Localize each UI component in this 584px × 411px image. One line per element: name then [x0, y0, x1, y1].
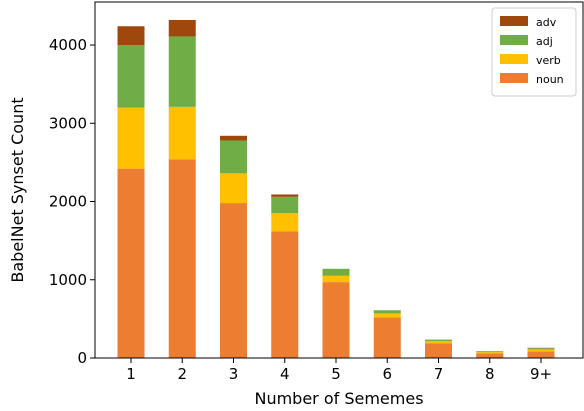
bar-segment-adv-1 [117, 26, 145, 46]
bar-segment-noun-2 [168, 159, 196, 358]
bar-segment-verb-7 [425, 341, 452, 344]
bar-segment-adj-3 [220, 140, 247, 174]
bar-segment-verb-2 [168, 106, 196, 160]
plot-frame [94, 1, 584, 359]
legend-swatch-adv [500, 16, 528, 26]
y-tick-label: 0 [77, 349, 87, 367]
y-tick-label: 2000 [49, 193, 87, 211]
y-axis-title: BabelNet Synset Count [8, 97, 27, 282]
bar-segment-noun-8 [476, 353, 504, 358]
bar-segment-adj-1 [117, 45, 145, 108]
bar-segment-adj-7 [425, 339, 452, 342]
legend-label-adj: adj [536, 35, 553, 48]
x-tick-label: 3 [229, 365, 239, 383]
legend-swatch-noun [500, 73, 528, 83]
x-axis-title: Number of Sememes [254, 389, 423, 408]
bar-segment-verb-3 [220, 173, 247, 204]
y-tick-label: 4000 [49, 36, 87, 54]
bar-segment-noun-5 [322, 282, 350, 358]
x-tick-label: 4 [280, 365, 290, 383]
bar-segment-adv-2 [168, 20, 196, 37]
legend-swatch-adj [500, 35, 528, 45]
bar-segment-adj-2 [168, 36, 196, 107]
bar-segment-adj-9+ [527, 348, 555, 350]
bar-segment-adj-5 [322, 268, 350, 276]
bar-segment-verb-4 [271, 213, 299, 232]
legend-label-adv: adv [536, 16, 557, 29]
bar-segment-verb-1 [117, 107, 145, 169]
bar-segment-noun-1 [117, 168, 145, 358]
axes-group: 0 1000 2000 3000 4000 1 2 3 4 5 6 7 8 9+ [49, 1, 584, 383]
bar-segment-verb-9+ [527, 349, 555, 352]
x-tick-label: 2 [177, 365, 187, 383]
bar-segment-noun-9+ [527, 351, 555, 358]
legend: adv adj verb noun [491, 7, 577, 97]
x-tick-label: 1 [126, 365, 136, 383]
y-tick-label: 3000 [49, 114, 87, 132]
legend-label-noun: noun [536, 73, 564, 86]
legend-swatch-verb [500, 54, 528, 64]
bar-segment-adj-4 [271, 196, 299, 214]
bar-segment-noun-7 [425, 343, 452, 358]
bar-segment-adj-8 [476, 351, 504, 353]
x-tick-label: 5 [331, 365, 341, 383]
bars-group [117, 20, 555, 358]
bar-segment-verb-5 [322, 275, 350, 283]
bar-segment-noun-4 [271, 231, 299, 358]
x-tick-label: 9+ [530, 365, 552, 383]
bar-segment-adv-4 [271, 194, 299, 197]
bar-segment-adv-3 [220, 135, 247, 141]
bar-segment-verb-8 [476, 352, 504, 354]
bar-segment-verb-6 [373, 313, 401, 318]
bar-segment-noun-6 [373, 317, 401, 358]
x-tick-label: 7 [434, 365, 444, 383]
y-tick-label: 1000 [49, 271, 87, 289]
bar-segment-adj-6 [373, 310, 401, 314]
x-tick-label: 8 [485, 365, 495, 383]
bar-segment-noun-3 [220, 203, 247, 358]
x-tick-label: 6 [382, 365, 392, 383]
legend-label-verb: verb [536, 54, 561, 67]
